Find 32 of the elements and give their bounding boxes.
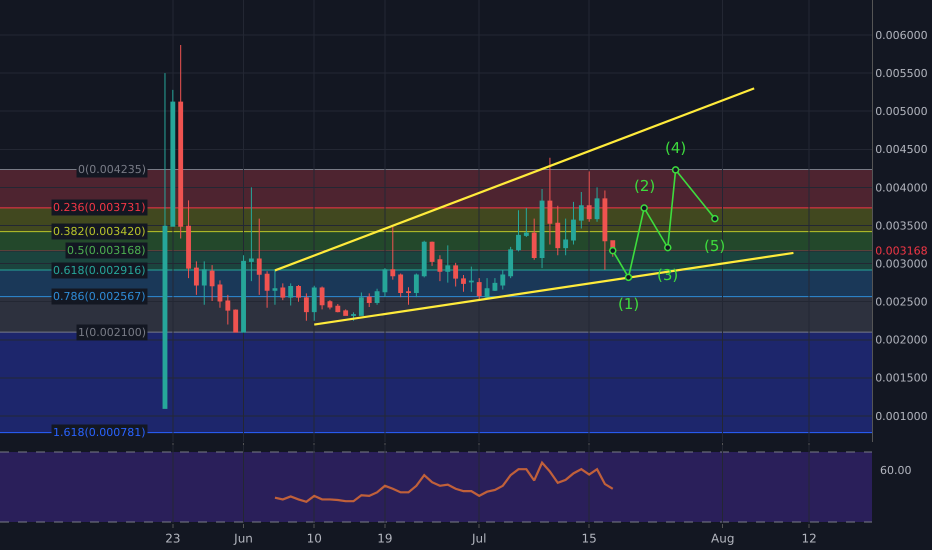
annotation: (4)	[665, 139, 686, 157]
x-tick-label: Jul	[470, 531, 486, 546]
y-tick-label: 0.002500	[875, 296, 928, 309]
ref-line-label: 0.786(0.002567)	[53, 290, 146, 303]
x-tick-label: 15	[582, 531, 597, 546]
ref-line-label: 0.236(0.003731)	[53, 201, 146, 214]
y-tick-label: 0.001000	[875, 410, 928, 423]
y-tick-label: 0.006000	[875, 28, 928, 42]
annotation: (1)	[618, 295, 640, 313]
ref-line-label: 0.618(0.002916)	[53, 264, 146, 277]
ref-line-label: 0.5(0.003168)	[67, 244, 146, 257]
y-tick-label: 0.005000	[875, 105, 928, 118]
text: 60.00	[880, 464, 912, 477]
y-tick-label: 0.005500	[875, 66, 928, 80]
x-tick-label: 19	[377, 531, 393, 546]
y-tick-label: 0.002000	[875, 334, 928, 347]
y-tick-label: 0.003168	[875, 244, 928, 258]
y-tick-label: 0.004000	[875, 181, 928, 194]
annotation: (2)	[634, 177, 656, 195]
ref-line-label: 1.618(0.000781)	[53, 426, 146, 439]
x-tick-label: Aug	[711, 531, 734, 546]
ref-line-label: 1(0.002100)	[78, 326, 146, 339]
ref-line-label: 0(0.004235)	[78, 163, 146, 176]
ref-line-label: 0.382(0.003420)	[53, 225, 146, 238]
y-tick-label: 0.003000	[875, 257, 928, 270]
y-tick-label: 0.004500	[875, 143, 928, 156]
x-tick-label: 23	[165, 531, 180, 546]
x-tick-label: Jun	[233, 531, 253, 546]
x-tick-label: 10	[306, 531, 322, 546]
x-tick-label: 12	[802, 531, 817, 546]
y-tick-label: 0.003500	[875, 219, 928, 232]
y-tick-label: 0.001500	[875, 372, 928, 385]
